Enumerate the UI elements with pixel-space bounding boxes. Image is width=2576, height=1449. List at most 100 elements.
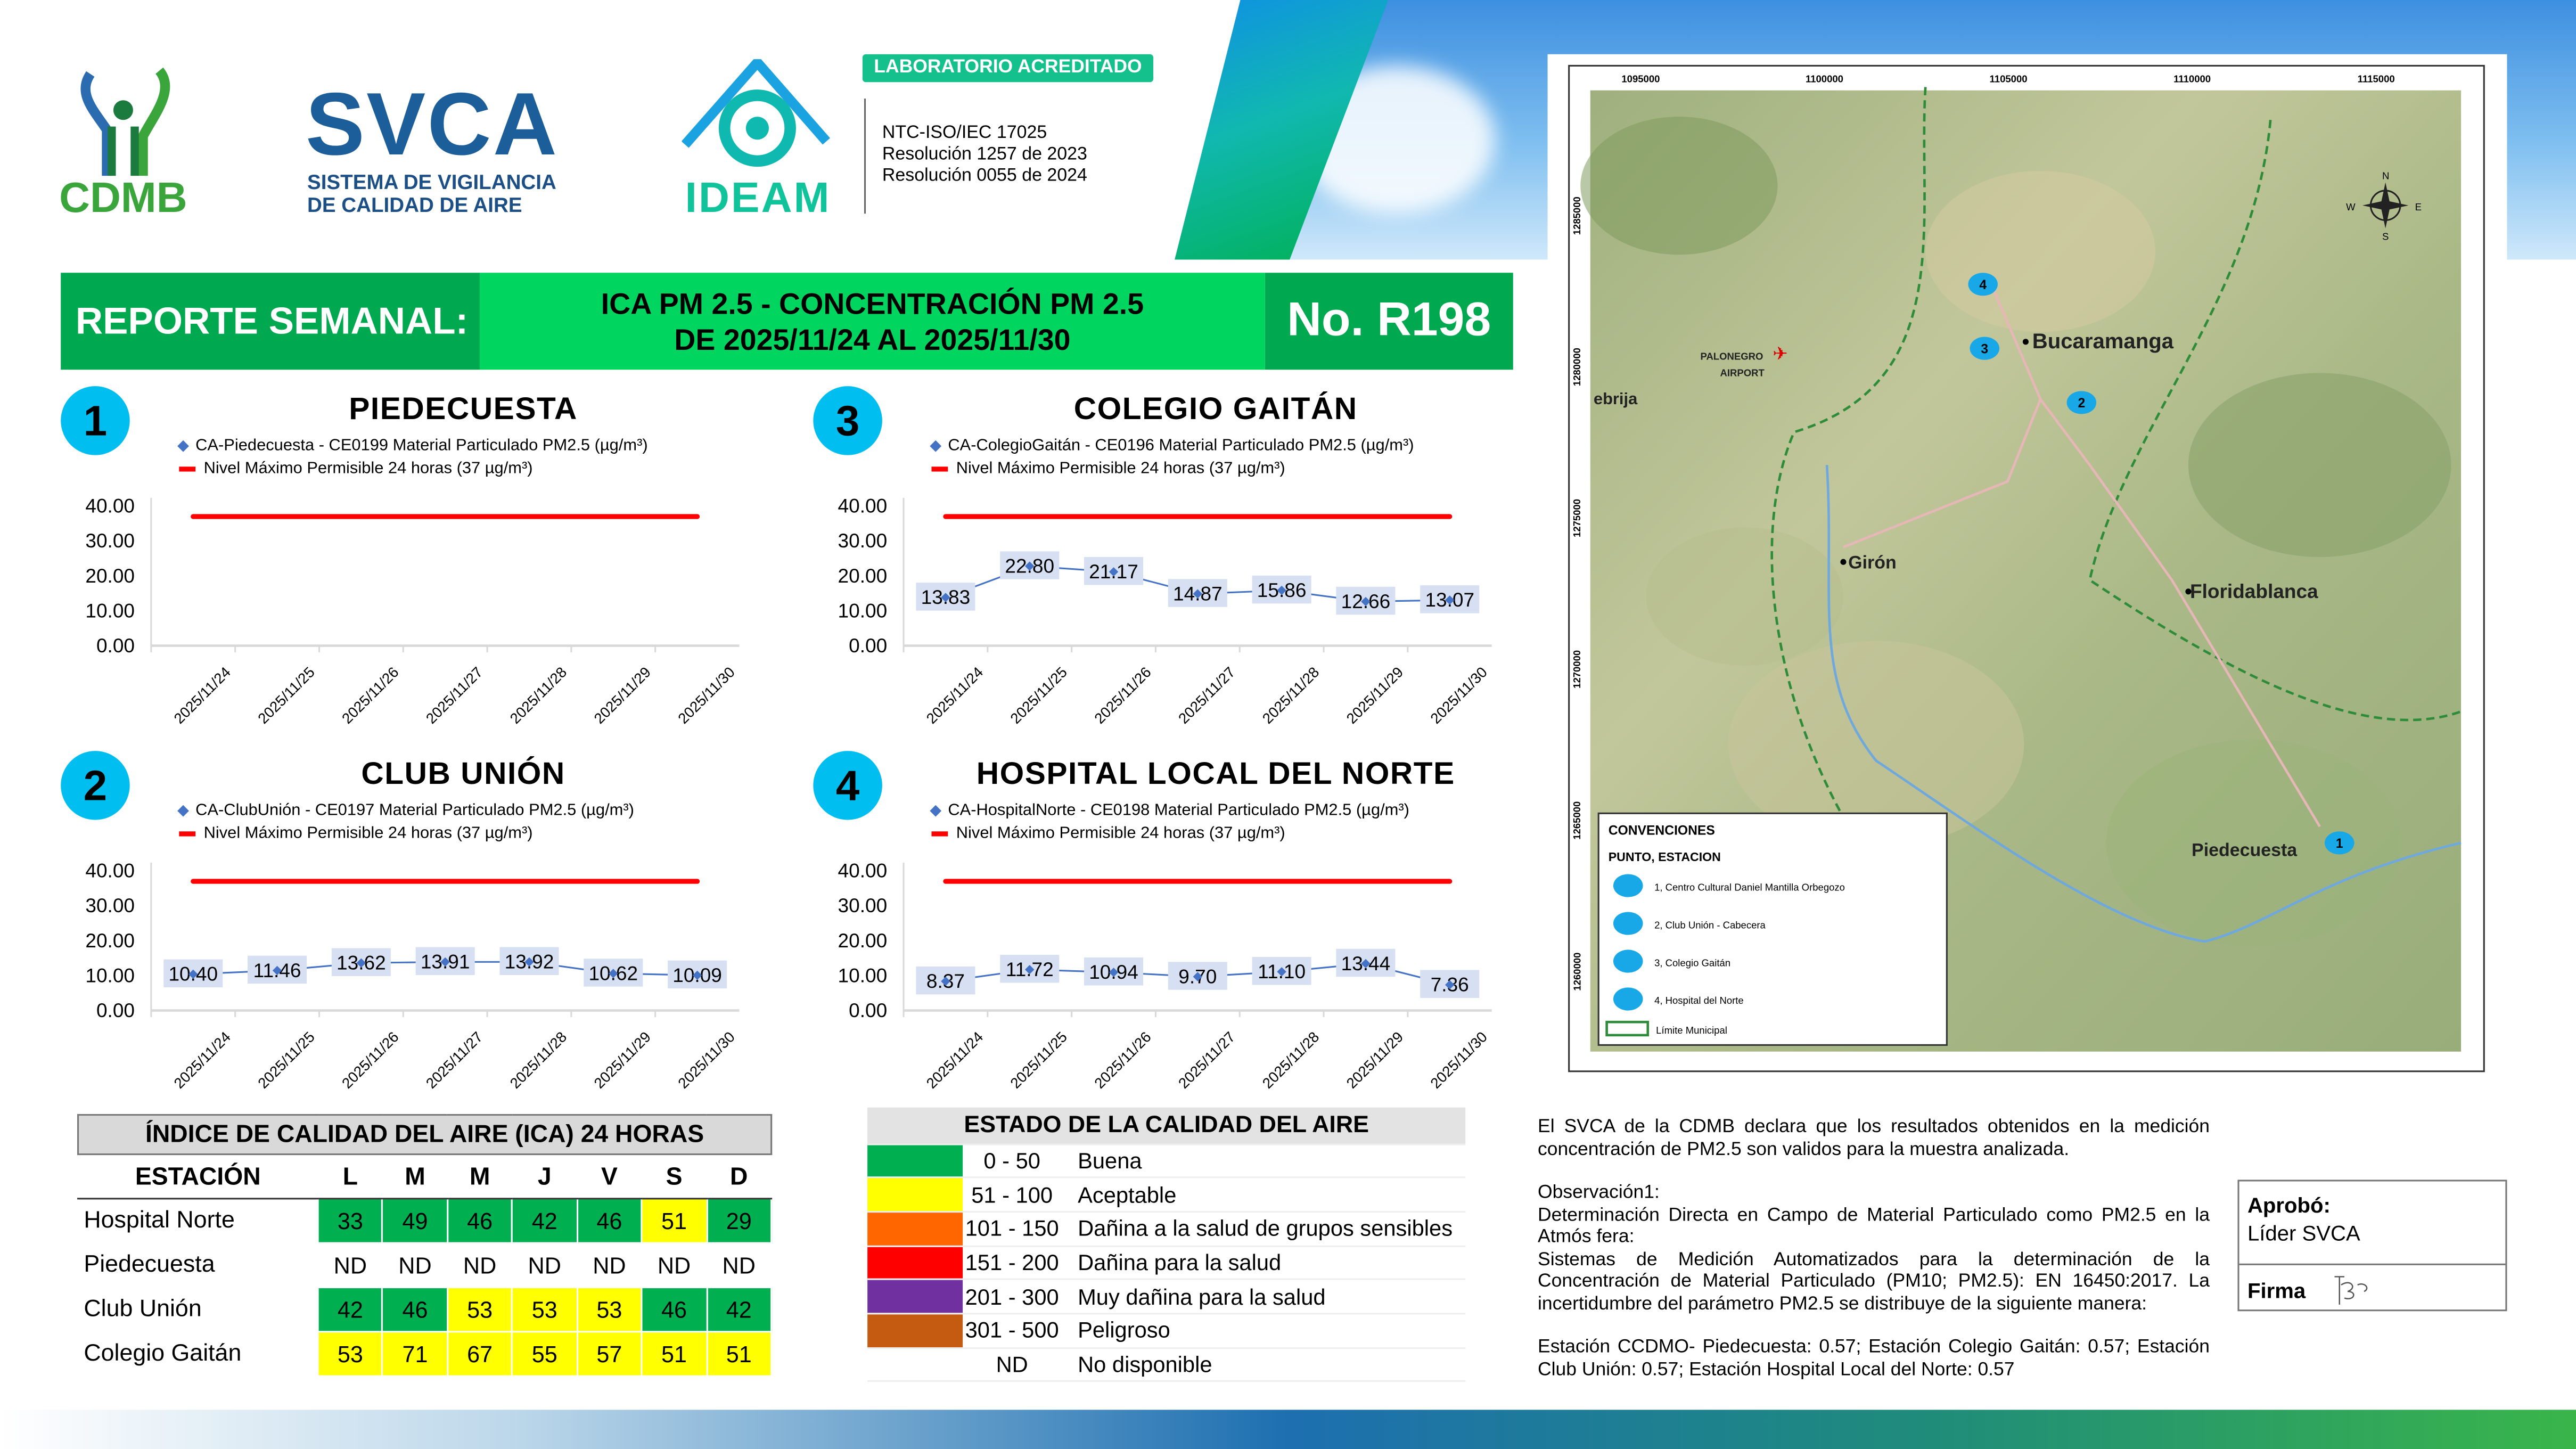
chart-hospital-norte: 4 HOSPITAL LOCAL DEL NORTE CA-HospitalNort… (813, 748, 1520, 1112)
x-tick-label: 2025/11/30 (1427, 1028, 1490, 1092)
ica-table: ÍNDICE DE CALIDAD DEL AIRE (ICA) 24 HORA… (77, 1114, 773, 1377)
x-tick-label: 2025/11/26 (339, 1028, 402, 1092)
legend-limit-label: Nivel Máximo Permisible 24 horas (37 µg/… (956, 824, 1285, 843)
quality-row: ND No disponible (867, 1347, 1466, 1382)
city-dot (2022, 339, 2029, 345)
x-tick-label: 2025/11/24 (170, 1028, 234, 1092)
ica-value-cell: 49 (382, 1198, 448, 1244)
notes: El SVCA de la CDMB declara que los resul… (1538, 1117, 2210, 1382)
legend-series: CA-HospitalNorte - CE0198 Material Parti… (930, 802, 1409, 822)
station-name: Club Unión (77, 1286, 319, 1333)
map-y-coordinate: 1275000 (1571, 499, 1582, 537)
station-number-badge: 4 (813, 751, 882, 820)
red-line-icon (179, 831, 196, 837)
map-legend-item: 2, Club Unión - Cabecera (1654, 919, 1766, 930)
legend-series-label: CA-Piedecuesta - CE0199 Material Particu… (195, 437, 648, 455)
range: 51 - 100 (963, 1177, 1062, 1213)
map-y-coordinate: 1280000 (1571, 348, 1582, 386)
y-tick-label: 40.00 (85, 495, 135, 517)
footer-band (0, 1410, 2576, 1449)
y-tick-label: 40.00 (85, 859, 135, 882)
place-label-piedecuesta: Piedecuesta (2192, 840, 2298, 861)
day-header: M (446, 1153, 513, 1200)
range: 0 - 50 (963, 1143, 1062, 1178)
range: 201 - 300 (963, 1279, 1062, 1315)
station-marker-4: 4 (1968, 273, 1998, 296)
map-legend: CONVENCIONES PUNTO, ESTACION 1, Centro Cul… (1597, 812, 1948, 1046)
category-label: Muy dañina para la salud (1061, 1279, 1466, 1315)
map-x-coordinate: 1100000 (1806, 73, 1843, 84)
y-tick-label: 20.00 (838, 564, 888, 587)
map-x-coordinate: 1115000 (2358, 73, 2395, 84)
x-tick-label: 2025/11/26 (1091, 1028, 1154, 1092)
legend-limit-label: Nivel Máximo Permisible 24 horas (37 µg/… (203, 824, 533, 843)
place-label-bucaramanga: Bucaramanga (2032, 330, 2174, 353)
x-tick-label: 2025/11/30 (1427, 664, 1490, 727)
station-marker-number: 3 (1981, 342, 1988, 356)
station-marker-number: 4 (1979, 278, 1987, 292)
ica-row: Hospital Norte 33 49 46 42 46 51 29 (77, 1198, 773, 1244)
declaration-text: El SVCA de la CDMB declara que los resul… (1538, 1117, 2210, 1159)
chart-plot: 40.00 30.00 20.00 10.00 0.00 2025/11/24 2025/1… (85, 495, 740, 727)
chart-piedecuesta: 1 PIEDECUESTA CA-Piedecuesta - CE0199 Mate… (61, 383, 767, 748)
terrain-shade (2106, 739, 2402, 947)
terrain-shade (1925, 170, 2156, 332)
x-tick-label: 2025/11/28 (1259, 664, 1323, 727)
signature-label: Firma (2247, 1277, 2306, 1303)
color-swatch (867, 1246, 963, 1281)
station-number-badge: 3 (813, 386, 882, 455)
ica-value-cell: 46 (641, 1286, 708, 1333)
x-tick-label: 2025/11/27 (1175, 664, 1238, 727)
map-y-coordinate: 1285000 (1571, 197, 1582, 235)
place-label-giron: Girón (1848, 553, 1897, 573)
ica-value-cell: 51 (705, 1331, 773, 1377)
x-tick-label: 2025/11/29 (1343, 664, 1407, 727)
map-x-coordinate: 1105000 (1990, 73, 2028, 84)
x-tick-label: 2025/11/29 (590, 664, 654, 727)
ica-value-cell: 57 (576, 1331, 643, 1377)
map-legend-boundary: Límite Municipal (1656, 1025, 1727, 1036)
chart-title: PIEDECUESTA (349, 392, 578, 428)
y-tick-label: 30.00 (85, 529, 135, 552)
ica-value-cell: 29 (705, 1198, 773, 1244)
data-point (1024, 965, 1035, 975)
color-swatch (867, 1211, 963, 1247)
station-marker-circle (1970, 337, 2000, 360)
x-tick-label: 2025/11/25 (255, 1028, 318, 1092)
map-y-coordinate: 1265000 (1571, 801, 1582, 840)
color-swatch (867, 1313, 963, 1349)
category-label: Dañina para la salud (1061, 1246, 1466, 1281)
observation-2: Sistemas de Medición Automatizados para … (1538, 1249, 2210, 1314)
station-name: Colegio Gaitán (77, 1331, 319, 1377)
y-tick-label: 10.00 (85, 964, 135, 986)
x-tick-label: 2025/11/27 (423, 664, 486, 727)
range: 301 - 500 (963, 1313, 1062, 1349)
range: 101 - 150 (963, 1211, 1062, 1247)
map-x-coordinate: 1110000 (2173, 73, 2211, 84)
legend-station-icon (1613, 987, 1643, 1011)
station-marker-circle (2066, 391, 2097, 414)
roads (1843, 283, 2321, 828)
category-label: Dañina a la salud de grupos sensibles (1061, 1211, 1466, 1247)
y-tick-label: 20.00 (85, 564, 135, 587)
quality-row: 101 - 150 Dañina a la salud de grupos sen… (867, 1211, 1466, 1247)
accredited-lab-badge: LABORATORIO ACREDITADO (862, 54, 1154, 83)
x-tick-label: 2025/11/29 (1343, 1028, 1407, 1092)
day-header: J (511, 1153, 578, 1200)
boundary-legend-icon (1605, 1020, 1650, 1037)
range: ND (963, 1347, 1062, 1382)
legend-limit-label: Nivel Máximo Permisible 24 horas (37 µg/… (203, 460, 533, 478)
chart-title: CLUB UNIÓN (361, 757, 565, 792)
x-tick-label: 2025/11/30 (675, 1028, 738, 1092)
y-tick-label: 30.00 (85, 894, 135, 916)
day-header: L (317, 1153, 384, 1200)
y-tick-label: 0.00 (849, 999, 887, 1021)
ica-value-cell: 42 (511, 1198, 578, 1244)
legend-station-icon (1613, 912, 1643, 935)
ica-value-cell: 51 (641, 1331, 708, 1377)
compass-rose-icon: N S E W (2346, 170, 2422, 242)
ica-value-cell: 55 (511, 1331, 578, 1377)
y-tick-label: 20.00 (838, 929, 888, 952)
chart-title: COLEGIO GAITÁN (1073, 392, 1358, 428)
x-tick-label: 2025/11/28 (507, 1028, 570, 1092)
